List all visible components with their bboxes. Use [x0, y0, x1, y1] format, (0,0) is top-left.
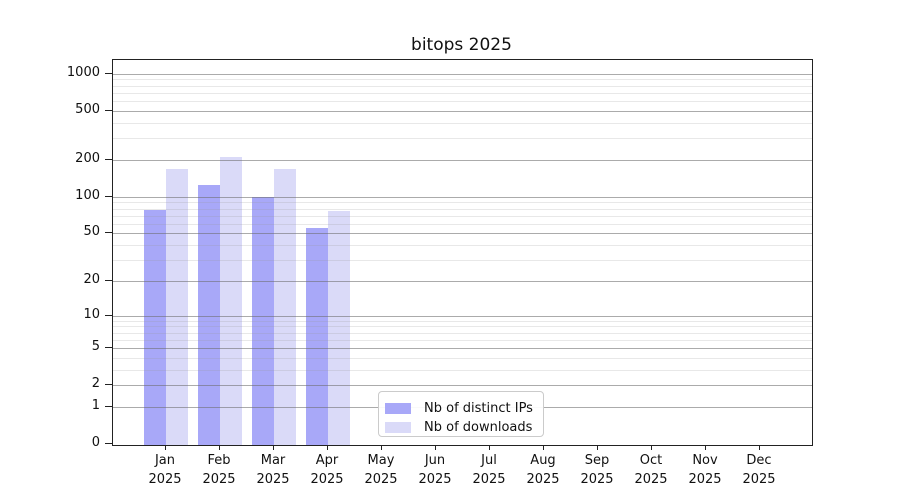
- x-tick-label: Feb 2025: [202, 453, 236, 487]
- y-tick-label: 1: [91, 398, 100, 414]
- x-tick-mark: [165, 445, 166, 450]
- x-tick-mark: [651, 445, 652, 450]
- y-tick-label: 50: [83, 224, 100, 240]
- y-tick-label: 0: [91, 435, 100, 451]
- x-tick-label: Jan 2025: [148, 453, 182, 487]
- y-tick-mark: [105, 232, 112, 234]
- x-tick-label: Oct 2025: [634, 453, 668, 487]
- minor-gridline: [113, 92, 812, 94]
- legend-row: Nb of distinct IPs: [385, 399, 533, 418]
- x-tick-mark: [705, 445, 706, 450]
- bar-downloads: [220, 156, 242, 445]
- y-tick-label: 200: [75, 150, 100, 166]
- y-tick-mark: [105, 347, 112, 349]
- minor-gridline: [113, 101, 812, 103]
- y-tick-label: 500: [75, 101, 100, 117]
- minor-gridline: [113, 138, 812, 140]
- y-tick-mark: [105, 384, 112, 386]
- x-tick-label: Nov 2025: [688, 453, 722, 487]
- bar-downloads: [166, 169, 188, 445]
- y-tick-mark: [105, 158, 112, 160]
- y-tick-label: 100: [75, 187, 100, 203]
- legend-swatch: [385, 403, 411, 414]
- x-tick-label: Mar 2025: [256, 453, 290, 487]
- y-tick-label: 1000: [66, 64, 100, 80]
- minor-gridline: [113, 122, 812, 124]
- x-tick-mark: [543, 445, 544, 450]
- bar-distinct-ips: [252, 197, 274, 445]
- legend-row: Nb of downloads: [385, 418, 533, 437]
- x-tick-mark: [273, 445, 274, 450]
- x-tick-mark: [489, 445, 490, 450]
- bar-downloads: [274, 169, 296, 445]
- x-tick-mark: [327, 445, 328, 450]
- x-tick-label: Jun 2025: [418, 453, 452, 487]
- x-tick-label: Aug 2025: [526, 453, 560, 487]
- bar-downloads: [328, 211, 350, 445]
- bar-distinct-ips: [144, 209, 166, 445]
- legend: Nb of distinct IPs Nb of downloads: [378, 391, 544, 437]
- y-tick-label: 2: [91, 376, 100, 392]
- x-tick-label: Jul 2025: [472, 453, 506, 487]
- x-tick-label: Dec 2025: [742, 453, 776, 487]
- y-tick-mark: [105, 195, 112, 197]
- legend-label: Nb of distinct IPs: [424, 401, 533, 416]
- minor-gridline: [113, 85, 812, 87]
- y-tick-label: 10: [83, 306, 100, 322]
- x-tick-mark: [597, 445, 598, 450]
- y-tick-label: 5: [91, 339, 100, 355]
- y-tick-mark: [105, 406, 112, 408]
- minor-gridline: [113, 79, 812, 81]
- y-tick-mark: [105, 72, 112, 74]
- y-tick-label: 20: [83, 271, 100, 287]
- major-gridline: [113, 110, 812, 112]
- y-tick-mark: [105, 109, 112, 111]
- x-tick-label: May 2025: [364, 453, 398, 487]
- x-tick-mark: [219, 445, 220, 450]
- x-tick-label: Sep 2025: [580, 453, 614, 487]
- y-tick-mark: [105, 314, 112, 316]
- major-gridline: [113, 159, 812, 161]
- bar-distinct-ips: [198, 184, 220, 445]
- y-tick-mark: [105, 280, 112, 281]
- y-tick-mark: [105, 443, 112, 445]
- legend-label: Nb of downloads: [424, 420, 533, 435]
- major-gridline: [113, 73, 812, 75]
- x-tick-mark: [435, 445, 436, 450]
- x-tick-mark: [381, 445, 382, 450]
- chart-title: bitops 2025: [411, 35, 512, 55]
- legend-swatch: [385, 422, 411, 433]
- x-tick-mark: [759, 445, 760, 450]
- plot-area: [112, 59, 813, 446]
- x-tick-label: Apr 2025: [310, 453, 344, 487]
- bar-distinct-ips: [306, 228, 328, 445]
